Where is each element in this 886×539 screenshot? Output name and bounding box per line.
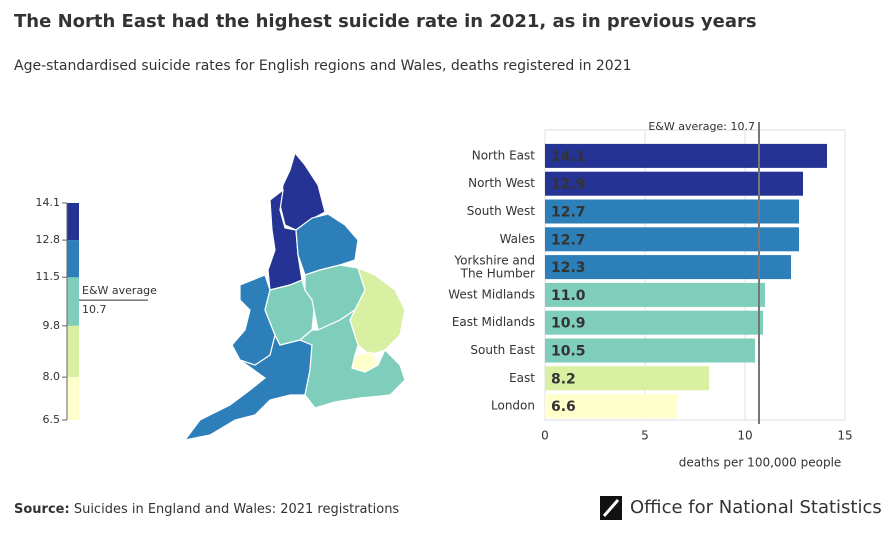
- legend-tick-label: 11.5: [36, 270, 61, 283]
- bar: [545, 227, 799, 252]
- x-tick-label: 5: [641, 429, 649, 443]
- legend-swatch: [67, 203, 79, 241]
- bar: [545, 338, 755, 363]
- bar-value-label: 12.7: [551, 205, 586, 221]
- y-tick-label: North West: [468, 176, 535, 190]
- legend-tick-label: 6.5: [43, 413, 61, 426]
- bar: [545, 394, 677, 419]
- bar: [545, 282, 765, 307]
- bar: [545, 143, 827, 168]
- legend-average-value: 10.7: [82, 303, 107, 316]
- logo-stripe: [602, 499, 620, 517]
- source: Source: Suicides in England and Wales: 2…: [14, 502, 399, 517]
- y-tick-label: South East: [470, 343, 535, 357]
- bar: [545, 310, 763, 335]
- y-tick-label: North East: [472, 148, 536, 162]
- legend-tick-label: 9.8: [43, 319, 61, 332]
- bar-value-label: 12.9: [551, 177, 586, 193]
- bar-value-label: 11.0: [551, 288, 586, 304]
- bar: [545, 366, 709, 391]
- y-tick-label: East: [509, 371, 535, 385]
- bar-value-label: 10.5: [551, 344, 586, 360]
- y-tick-label: South West: [467, 204, 535, 218]
- legend-swatch: [67, 377, 79, 420]
- x-tick-label: 15: [837, 429, 852, 443]
- title: The North East had the highest suicide r…: [14, 11, 757, 32]
- x-axis-label: deaths per 100,000 people: [679, 456, 842, 470]
- legend-swatch: [67, 240, 79, 278]
- y-tick-label: West Midlands: [448, 287, 535, 301]
- subtitle: Age-standardised suicide rates for Engli…: [14, 58, 632, 74]
- legend-swatch: [67, 325, 79, 378]
- y-tick-label-line: The Humber: [460, 266, 535, 280]
- y-tick-label: London: [491, 399, 535, 413]
- y-tick-label-line: Yorkshire and: [453, 253, 535, 267]
- legend-tick-label: 8.0: [43, 370, 61, 383]
- bar-value-label: 14.1: [551, 149, 586, 165]
- map-region: [349, 266, 406, 356]
- logo: Office for National Statistics: [600, 496, 882, 520]
- bar-value-label: 12.7: [551, 232, 586, 248]
- y-tick-label: Yorkshire and The Humber: [453, 253, 535, 280]
- bar-value-label: 8.2: [551, 371, 576, 387]
- logo-text: Office for National Statistics: [630, 497, 882, 518]
- source-label: Source:: [14, 502, 70, 517]
- x-tick-label: 10: [737, 429, 752, 443]
- x-tick-label: 0: [541, 429, 549, 443]
- bar-value-label: 6.6: [551, 399, 576, 415]
- legend-tick-label: 12.8: [36, 233, 61, 246]
- y-tick-label: East Midlands: [452, 315, 535, 329]
- legend-average-label: E&W average: [82, 284, 157, 297]
- source-text: Suicides in England and Wales: 2021 regi…: [74, 502, 400, 517]
- map-region: [351, 351, 379, 373]
- bar: [545, 199, 799, 224]
- legend-tick-label: 14.1: [36, 196, 61, 209]
- bar-value-label: 10.9: [551, 316, 586, 332]
- bar-value-label: 12.3: [551, 260, 586, 276]
- bar: [545, 255, 791, 280]
- reference-line-label: E&W average: 10.7: [648, 120, 755, 133]
- map: [183, 151, 406, 441]
- legend-swatch: [67, 277, 79, 326]
- map-region: [295, 213, 359, 276]
- y-tick-label: Wales: [500, 232, 535, 246]
